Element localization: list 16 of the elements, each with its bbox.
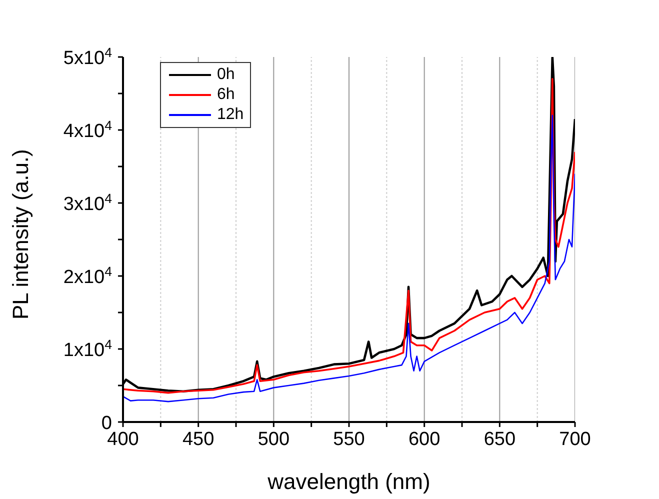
y-tick-label: 1x10$^{4}$ (63, 336, 112, 361)
y-tick-label: 2x10$^{4}$ (63, 264, 112, 288)
x-axis-title: wavelength (nm) (266, 469, 430, 494)
legend-label: 6h (217, 86, 235, 104)
legend-label: 0h (217, 66, 235, 84)
legend-label: 12h (217, 106, 244, 124)
x-tick-label: 700 (559, 429, 591, 450)
x-tick-label: 450 (182, 429, 214, 450)
y-tick-label: 5x10$^{4}$ (63, 44, 112, 69)
y-axis-title: PL intensity (a.u.) (8, 149, 33, 320)
y-tick-label: 3x10$^{4}$ (63, 190, 112, 215)
x-tick-label: 600 (408, 429, 440, 450)
x-tick-label: 650 (484, 429, 516, 450)
y-tick-label: 4x10$^{4}$ (63, 118, 112, 142)
x-tick-label: 550 (333, 429, 365, 450)
x-tick-label: 500 (258, 429, 290, 450)
